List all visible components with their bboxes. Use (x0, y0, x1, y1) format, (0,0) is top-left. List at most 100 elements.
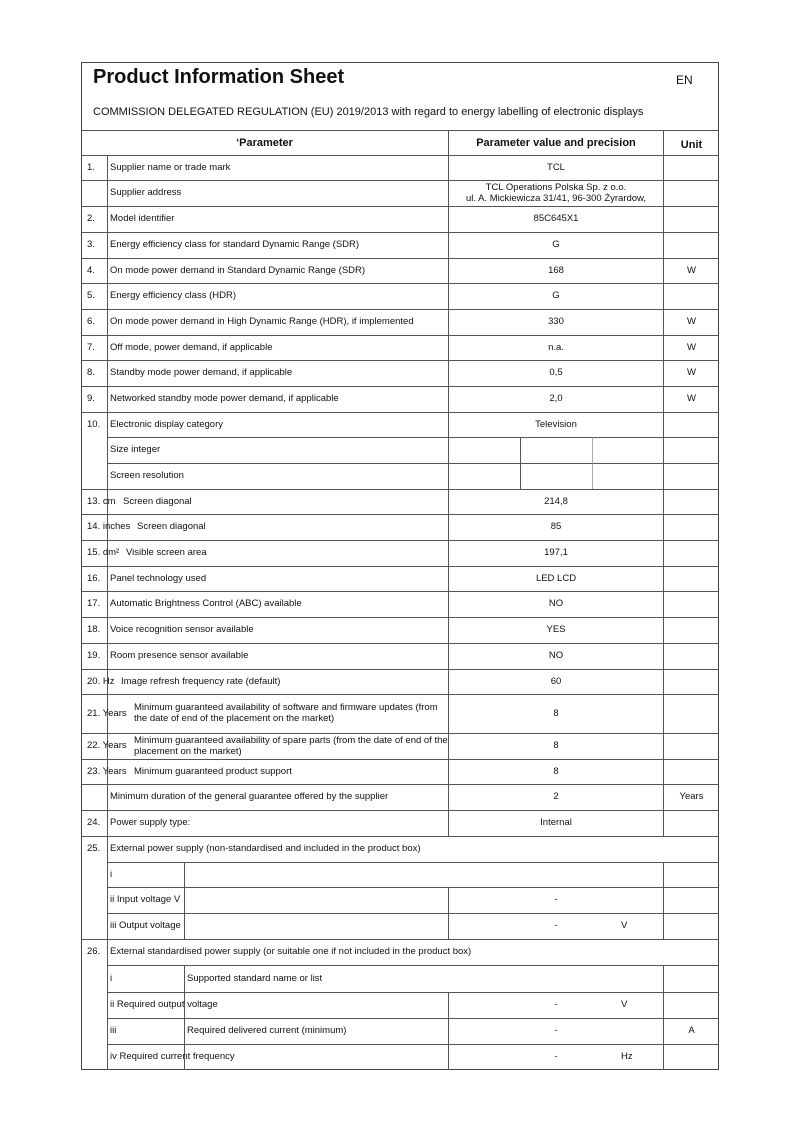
parameter-label: On mode power demand in Standard Dynamic… (107, 258, 448, 283)
parameter-value: 85 (448, 514, 663, 540)
sub-item-description (184, 992, 448, 1018)
parameter-value: 2,0 (448, 386, 663, 412)
parameter-unit: W (663, 309, 719, 335)
row-number-cell: 22. Years (81, 733, 127, 759)
parameter-value: 8 (448, 694, 663, 733)
table-row: 19. Room presence sensor available NO (81, 643, 719, 669)
value-unit: Hz (621, 1051, 633, 1063)
value-cell (520, 437, 592, 463)
parameter-label: Visible screen area (107, 540, 448, 566)
parameter-value: -V (448, 992, 663, 1018)
column-header-unit: Unit (663, 130, 719, 155)
sub-item-description: Supported standard name or list (184, 965, 663, 992)
row-number-cell: 25. (81, 836, 107, 862)
column-header-parameter: ‘Parameter (81, 130, 448, 155)
parameter-unit (663, 437, 719, 463)
sub-item-label: iv Required current frequency (107, 1044, 235, 1070)
sub-item-label: i (107, 965, 184, 992)
parameter-label: Panel technology used (107, 566, 448, 591)
parameter-value: TCL Operations Polska Sp. z o.o. ul. A. … (448, 180, 663, 206)
parameter-label: Automatic Brightness Control (ABC) avail… (107, 591, 448, 617)
parameter-label: Supplier address (107, 180, 448, 206)
value-unit: V (621, 999, 628, 1011)
parameter-label: Minimum guaranteed product support (107, 759, 448, 784)
table-row: Size integer (81, 437, 719, 463)
row-number: 5. (87, 290, 95, 302)
parameter-label: Off mode, power demand, if applicable (107, 335, 448, 360)
row-number-cell: 3. (81, 232, 107, 258)
row-number-cell: 9. (81, 386, 107, 412)
parameter-label: Energy efficiency class for standard Dyn… (107, 232, 448, 258)
parameter-label: Electronic display category (107, 412, 448, 437)
table-row: 25. External power supply (non-standardis… (81, 836, 719, 862)
parameter-label: Standby mode power demand, if applicable (107, 360, 448, 386)
table-row: 5. Energy efficiency class (HDR) G (81, 283, 719, 309)
section-label: External power supply (non-standardised … (107, 836, 719, 862)
parameter-unit (663, 617, 719, 643)
value-unit: V (621, 920, 628, 932)
parameter-label: Voice recognition sensor available (107, 617, 448, 643)
parameter-label: Screen resolution (107, 463, 448, 489)
parameter-label: Screen diagonal (107, 489, 448, 514)
table-row: 7. Off mode, power demand, if applicable n… (81, 335, 719, 360)
parameter-unit (663, 489, 719, 514)
row-number-cell: 26. (81, 939, 107, 965)
row-number: 23. Years (87, 765, 127, 777)
parameter-label: Energy efficiency class (HDR) (107, 283, 448, 309)
parameter-value: TCL (448, 155, 663, 180)
parameter-unit: A (663, 1018, 719, 1044)
parameter-value: 85C645X1 (448, 206, 663, 232)
parameter-value: 214,8 (448, 489, 663, 514)
parameter-unit (663, 412, 719, 437)
row-number-cell: 13. cm (81, 489, 116, 514)
row-number-empty (81, 992, 107, 1018)
table-row: i Supported standard name or list (81, 965, 719, 992)
parameter-value: G (448, 232, 663, 258)
parameter-label: Minimum guaranteed availability of spare… (107, 733, 448, 759)
parameter-unit (663, 514, 719, 540)
sub-item-blank (184, 862, 663, 887)
parameter-label: On mode power demand in High Dynamic Ran… (107, 309, 448, 335)
table-row: 15. dm² Visible screen area 197,1 (81, 540, 719, 566)
row-number: 24. (87, 817, 101, 829)
parameter-unit (663, 810, 719, 836)
row-number: 22. Years (87, 740, 127, 752)
row-number-cell: 20. Hz (81, 669, 114, 694)
parameter-value: NO (448, 643, 663, 669)
table-row: 9. Networked standby mode power demand, i… (81, 386, 719, 412)
table-row: Screen resolution (81, 463, 719, 489)
row-number: 13. cm (87, 495, 116, 507)
parameter-value: YES (448, 617, 663, 643)
table-row: 24. Power supply type: Internal (81, 810, 719, 836)
section-label: External standardised power supply (or s… (107, 939, 719, 965)
table-row: 22. Years Minimum guaranteed availability… (81, 733, 719, 759)
parameter-value: 2 (448, 784, 663, 810)
row-number-cell: 16. (81, 566, 107, 591)
parameter-unit (663, 887, 719, 913)
parameter-unit (663, 992, 719, 1018)
parameter-value: 0,5 (448, 360, 663, 386)
parameter-label: Minimum guaranteed availability of softw… (107, 694, 448, 733)
parameter-unit (663, 540, 719, 566)
parameter-value: Internal (448, 810, 663, 836)
parameter-value: 8 (448, 733, 663, 759)
table-row: ii Required output voltage - V (81, 992, 719, 1018)
value-cell (448, 437, 520, 463)
parameter-unit: W (663, 335, 719, 360)
row-number-cell: 15. dm² (81, 540, 119, 566)
parameter-value: 330 (448, 309, 663, 335)
row-number: 10. (87, 418, 101, 430)
sub-item-label: ii Required output voltage (107, 992, 218, 1018)
parameter-unit (663, 232, 719, 258)
table-row: 18. Voice recognition sensor available YES (81, 617, 719, 643)
column-header-value: Parameter value and precision (448, 130, 663, 155)
table-row: 14. inches Screen diagonal 85 (81, 514, 719, 540)
parameter-unit (663, 206, 719, 232)
sub-item-description (184, 1044, 448, 1070)
parameter-unit (663, 283, 719, 309)
parameter-unit (663, 733, 719, 759)
sub-item-description (184, 913, 448, 939)
page-title: Product Information Sheet (93, 66, 345, 88)
table-row: iii Output voltage - V (81, 913, 719, 939)
